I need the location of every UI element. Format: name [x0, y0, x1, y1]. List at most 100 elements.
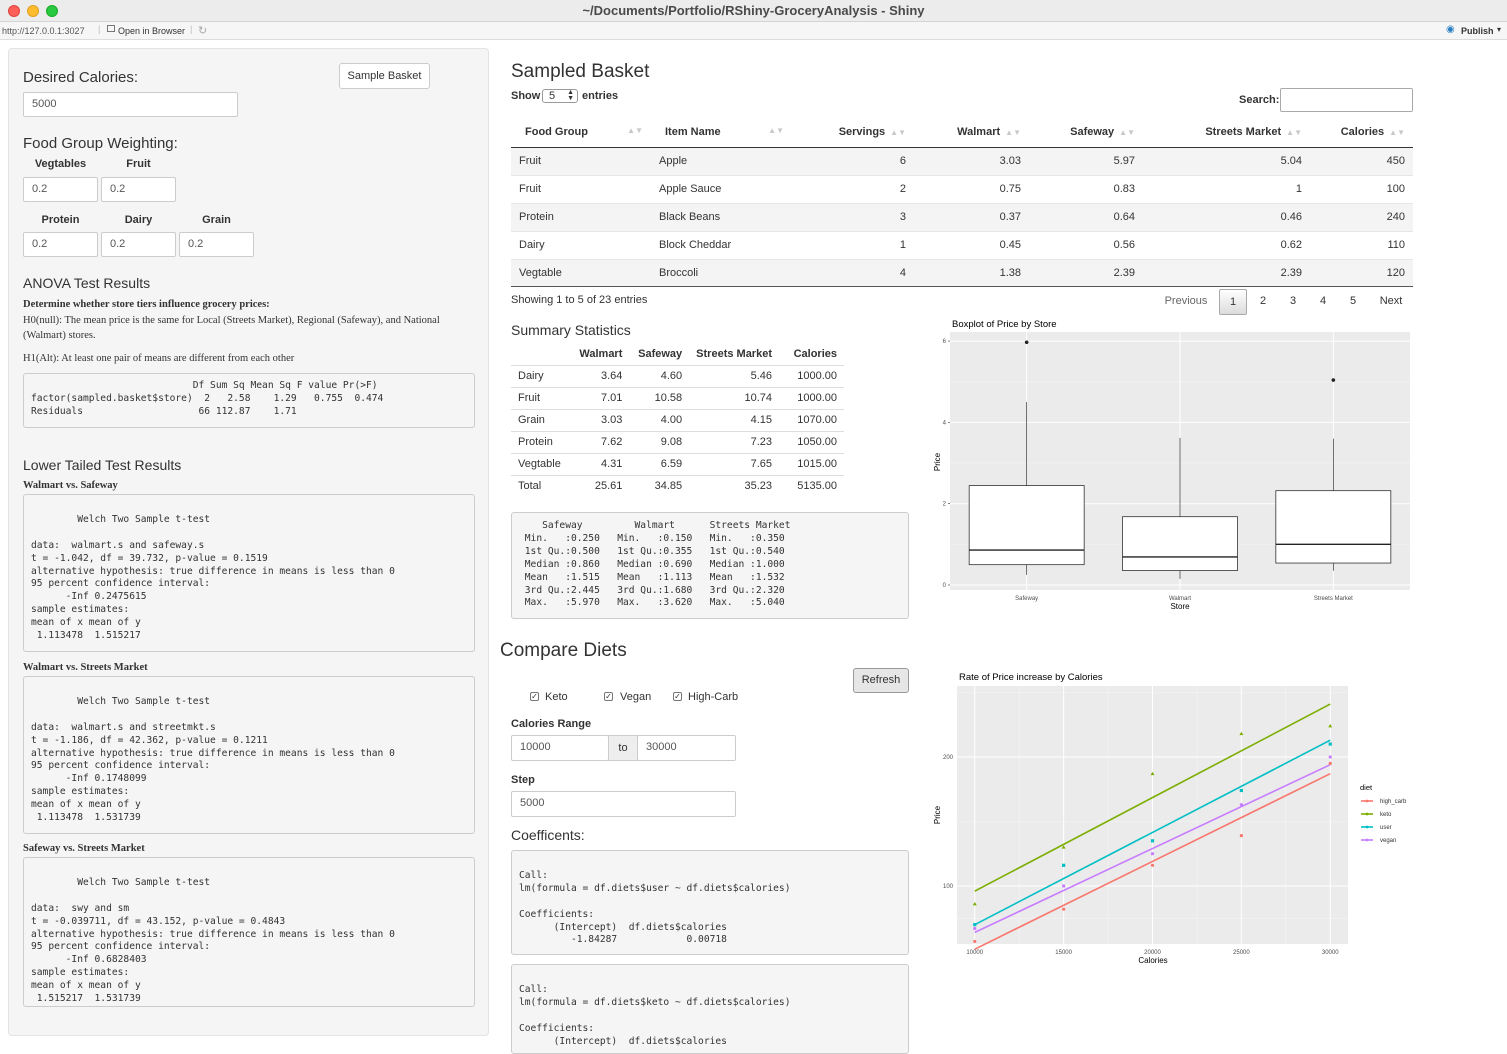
step-label: Step — [511, 774, 535, 786]
entries-select-value: 5 — [549, 90, 556, 102]
pagination-page-2[interactable]: 2 — [1259, 295, 1267, 307]
cell-calories: 450 — [1310, 146, 1413, 175]
maximize-window-button[interactable] — [46, 5, 58, 17]
col-food-group[interactable]: Food Group ▲▼ — [511, 117, 651, 148]
url-text[interactable]: http://127.0.0.1:3027 — [2, 26, 85, 36]
keto-checkbox[interactable]: ✓ — [530, 692, 539, 701]
pagination-page-5[interactable]: 5 — [1349, 295, 1357, 307]
cell-walmart: 4.31 — [572, 452, 630, 475]
cell-servings: 3 — [792, 202, 914, 231]
cell-streets-market: 7.65 — [689, 452, 779, 475]
cell-servings: 2 — [792, 174, 914, 203]
cell-servings: 6 — [792, 146, 914, 175]
cell-walmart: 3.64 — [572, 364, 630, 387]
range-to-input[interactable]: 30000 — [637, 735, 736, 761]
anova-question: Determine whether store tiers influence … — [23, 299, 270, 310]
vegan-checkbox-label: Vegan — [620, 691, 652, 703]
desired-calories-input[interactable]: 5000 — [23, 92, 238, 117]
table-row[interactable]: Fruit Apple 6 3.03 5.97 5.04 450 — [511, 146, 1413, 175]
publish-button[interactable]: Publish — [1461, 26, 1494, 36]
data-point-user — [1150, 839, 1155, 843]
cell-safeway: 0.64 — [1029, 202, 1143, 231]
summary-heading: Summary Statistics — [511, 322, 631, 338]
minimize-window-button[interactable] — [27, 5, 39, 17]
cell-safeway: 10.58 — [629, 386, 690, 409]
table-row[interactable]: Protein Black Beans 3 0.37 0.64 0.46 240 — [511, 202, 1413, 231]
range-from-input[interactable]: 10000 — [511, 735, 609, 761]
table-row[interactable]: Vegtable Broccoli 4 1.38 2.39 2.39 120 — [511, 258, 1413, 287]
y-tick-label: 200 — [943, 755, 954, 761]
col-calories[interactable]: Calories ▲▼ — [1310, 117, 1413, 148]
grain-weight-input[interactable]: 0.2 — [179, 232, 254, 257]
data-point-keto — [1061, 845, 1066, 849]
dairy-weight-input[interactable]: 0.2 — [101, 232, 176, 257]
open-in-browser-button[interactable]: Open in Browser — [118, 26, 186, 36]
sort-icon: ▲▼ — [768, 125, 784, 135]
data-point-high_carb — [1150, 863, 1155, 867]
legend-label: keto — [1380, 812, 1392, 818]
data-point-high_carb — [1239, 834, 1243, 838]
t-test-output: Welch Two Sample t-test data: swy and sm… — [23, 857, 475, 1007]
cell-group: Vegtable — [511, 452, 573, 475]
vegan-checkbox[interactable]: ✓ — [604, 692, 613, 701]
y-tick-label: 6 — [943, 339, 947, 345]
protein-weight-input[interactable]: 0.2 — [23, 232, 98, 257]
cell-walmart: 7.01 — [572, 386, 630, 409]
data-points — [972, 723, 1333, 944]
data-point-vegan — [1239, 803, 1243, 807]
data-point-user — [973, 923, 977, 927]
axis-ticks: 10000 15000 20000 25000 30000 100 200 — [943, 755, 1339, 956]
data-point-vegan — [973, 926, 977, 931]
entries-select[interactable]: 5 ▲ ▼ — [542, 89, 578, 103]
table-header-row: Walmart Safeway Streets Market Calories — [511, 343, 844, 365]
sample-basket-button[interactable]: Sample Basket — [339, 63, 430, 89]
table-bottom-rule — [511, 286, 1413, 287]
step-input[interactable]: 5000 — [511, 791, 736, 817]
boxplot-chart: Boxplot of Price by Store 0 2 4 6 Safeway Wal… — [933, 319, 1410, 611]
toolbar-divider: | — [190, 24, 193, 34]
y-tick-label: 0 — [943, 583, 947, 589]
t-test-output: Welch Two Sample t-test data: walmart.s … — [23, 676, 475, 834]
close-window-button[interactable] — [8, 5, 20, 17]
coef-output-keto: Call: lm(formula = df.diets$keto ~ df.di… — [511, 964, 909, 1054]
col-safeway[interactable]: Safeway ▲▼ — [1029, 117, 1143, 148]
vegetables-weight-input[interactable]: 0.2 — [23, 177, 98, 202]
x-tick-label: 20000 — [1144, 950, 1161, 956]
cell-calories: 120 — [1310, 258, 1413, 287]
search-input[interactable] — [1280, 88, 1413, 112]
cell-streets-market: 1 — [1143, 174, 1310, 203]
pagination-previous[interactable]: Previous — [1164, 295, 1208, 307]
col-servings[interactable]: Servings ▲▼ — [792, 117, 914, 148]
data-point-keto — [1239, 731, 1244, 736]
x-tick-label: 15000 — [1055, 950, 1072, 956]
pagination-page-3[interactable]: 3 — [1289, 295, 1297, 307]
table-row[interactable]: Dairy Block Cheddar 1 0.45 0.56 0.62 110 — [511, 230, 1413, 259]
cell-walmart: 3.03 — [572, 408, 630, 431]
select-arrows-icon: ▲ ▼ — [567, 89, 574, 102]
chevron-down-icon[interactable]: ▾ — [1497, 25, 1502, 34]
col-walmart[interactable]: Walmart ▲▼ — [914, 117, 1029, 148]
cell-calories: 1070.00 — [779, 408, 844, 431]
col-streets-market[interactable]: Streets Market ▲▼ — [1143, 117, 1310, 148]
publish-icon: ◉ — [1446, 24, 1455, 35]
cell-calories: 1015.00 — [779, 452, 844, 475]
high-carb-checkbox[interactable]: ✓ — [673, 692, 682, 701]
pagination-page-1[interactable]: 1 — [1219, 289, 1247, 315]
cell-safeway: 6.59 — [629, 452, 690, 475]
refresh-button[interactable]: Refresh — [853, 668, 909, 693]
sidebar-panel: Desired Calories: Sample Basket 5000 Foo… — [8, 48, 489, 1036]
cell-walmart: 3.03 — [914, 146, 1029, 175]
test-title: Safeway vs. Streets Market — [23, 843, 145, 854]
pagination-next[interactable]: Next — [1379, 295, 1403, 307]
refresh-icon[interactable]: ↻ — [198, 25, 208, 37]
cell-walmart: 0.75 — [914, 174, 1029, 203]
table-row[interactable]: Fruit Apple Sauce 2 0.75 0.83 1 100 — [511, 174, 1413, 203]
cell-streets-market: 35.23 — [689, 474, 779, 497]
search-label: Search: — [1239, 94, 1280, 106]
regression-line-vegan — [974, 763, 1331, 934]
col-item-name[interactable]: Item Name ▲▼ — [651, 117, 792, 148]
fruit-weight-input[interactable]: 0.2 — [101, 177, 176, 202]
legend-key-point — [1365, 799, 1369, 803]
pagination-page-4[interactable]: 4 — [1319, 295, 1327, 307]
data-point-user — [1328, 742, 1332, 746]
